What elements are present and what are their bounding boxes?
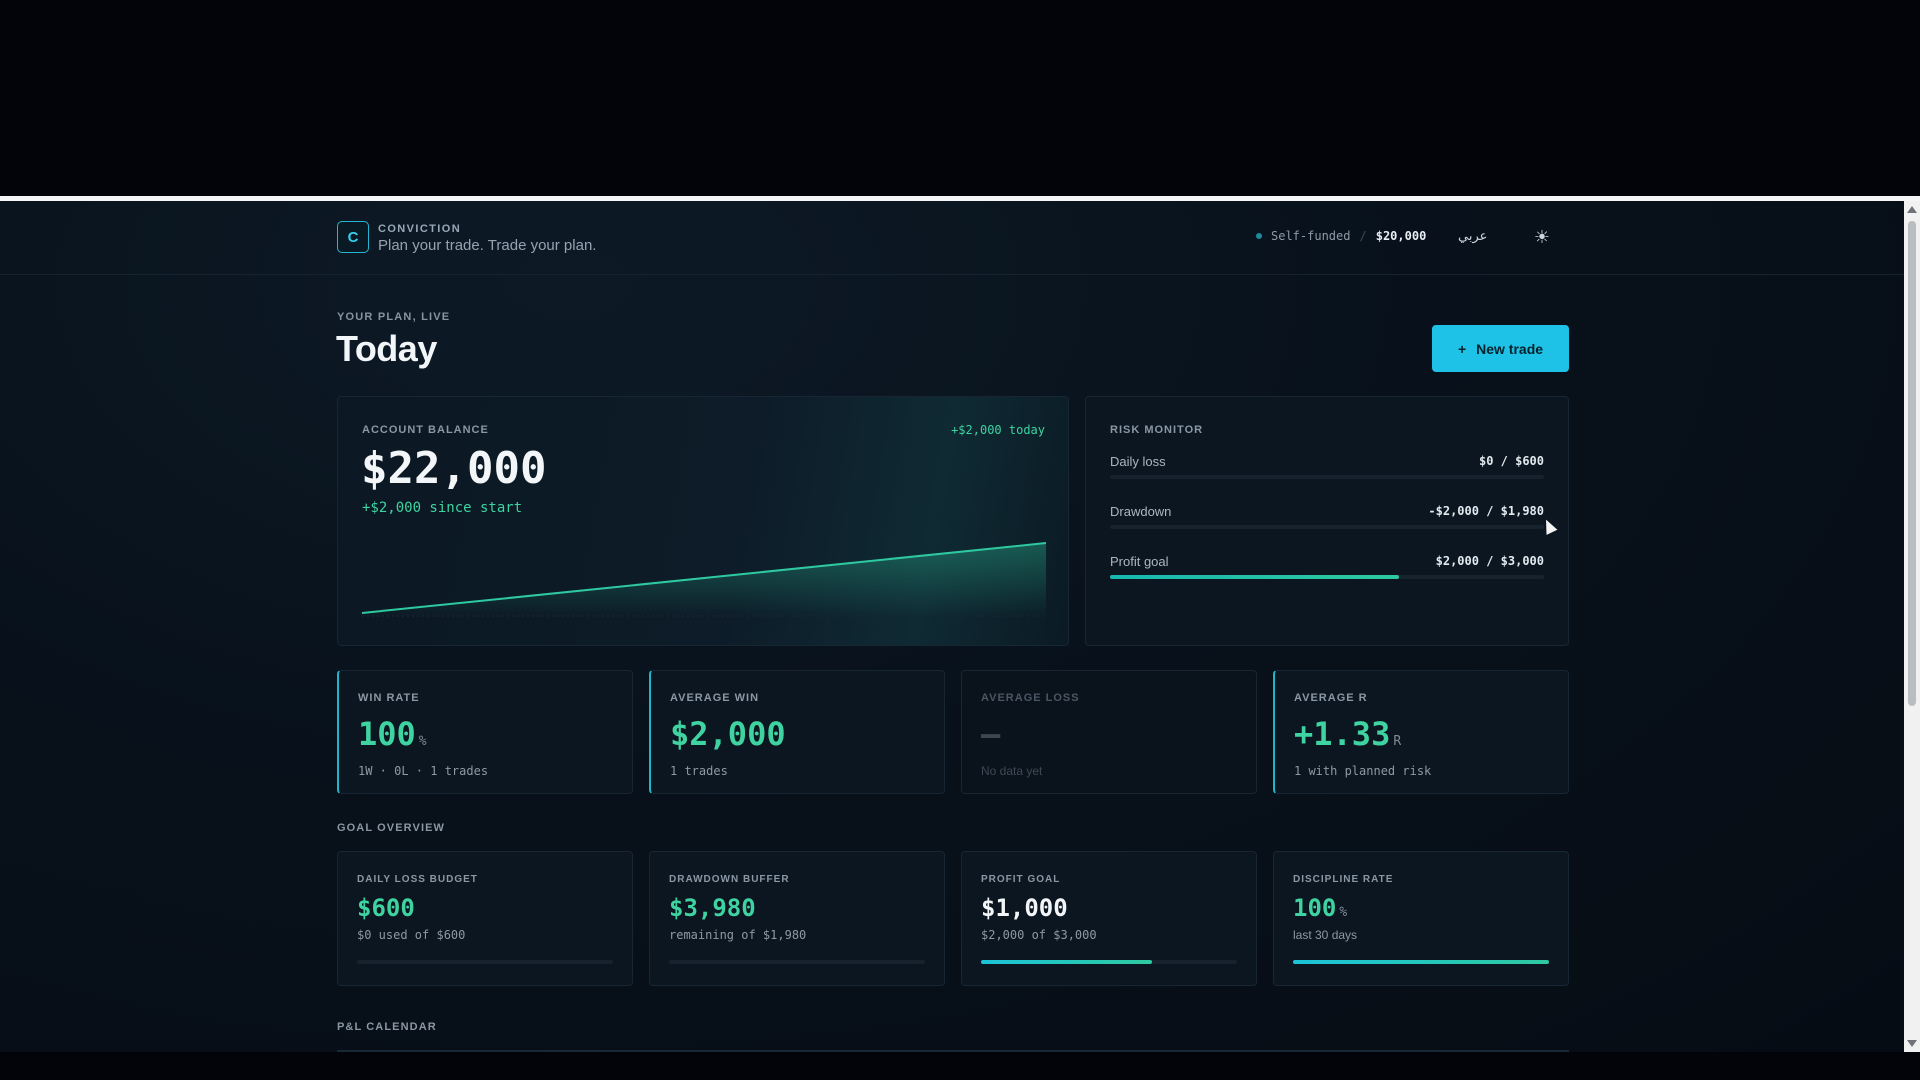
language-toggle[interactable]: عربي xyxy=(1458,228,1488,243)
page-eyebrow: YOUR PLAN, LIVE xyxy=(337,311,451,323)
pnl-calendar-label: P&L CALENDAR xyxy=(337,1021,437,1033)
status-dot-icon xyxy=(1256,233,1262,239)
balance-chart xyxy=(362,542,1046,617)
stat-card-average-loss: AVERAGE LOSS — No data yet xyxy=(961,670,1257,794)
screen-bottom-band xyxy=(0,1052,1920,1080)
risk-row-name: Drawdown xyxy=(1110,504,1172,519)
goal-label: DISCIPLINE RATE xyxy=(1293,874,1394,885)
goal-progress-fill xyxy=(1293,960,1549,964)
goal-sub: last 30 days xyxy=(1293,928,1358,942)
goal-sub: remaining of $1,980 xyxy=(669,928,807,942)
risk-progress-fill xyxy=(1110,575,1400,579)
goal-card-profit-goal: PROFIT GOAL $1,000 $2,000 of $3,000 xyxy=(961,851,1257,986)
goal-overview-label: GOAL OVERVIEW xyxy=(337,822,446,834)
stat-number: 100 xyxy=(358,715,416,753)
goal-label: DRAWDOWN BUFFER xyxy=(669,874,790,885)
stat-card-average-win: AVERAGE WIN $2,000 1 trades xyxy=(649,670,945,794)
vertical-scrollbar[interactable] xyxy=(1904,201,1920,1052)
stat-label: AVERAGE LOSS xyxy=(981,692,1080,704)
screen-top-band xyxy=(0,0,1920,196)
account-indicator[interactable]: Self-funded / $20,000 xyxy=(1256,229,1426,243)
risk-row-name: Daily loss xyxy=(1110,454,1166,469)
risk-progress-track xyxy=(1110,525,1544,529)
risk-monitor-card: RISK MONITOR Daily loss $0 / $600 Drawdo… xyxy=(1085,396,1569,646)
goal-card-discipline-rate: DISCIPLINE RATE 100% last 30 days xyxy=(1273,851,1569,986)
goal-sub: $2,000 of $3,000 xyxy=(981,928,1097,942)
goal-progress-track xyxy=(981,960,1237,964)
account-size: $20,000 xyxy=(1375,229,1427,243)
goal-progress-fill xyxy=(981,960,1152,964)
account-balance-card: ACCOUNT BALANCE +$2,000 today $22,000 +$… xyxy=(337,396,1069,646)
stat-sub: 1W · 0L · 1 trades xyxy=(358,764,489,778)
brand-name: CONVICTION xyxy=(378,223,462,235)
goal-unit: % xyxy=(1339,905,1348,920)
stat-value: +1.33 R xyxy=(1294,715,1401,753)
stat-sub: 1 trades xyxy=(670,764,728,778)
page-title: Today xyxy=(336,328,437,369)
stat-sub: No data yet xyxy=(981,764,1043,778)
logo-icon[interactable]: C xyxy=(337,221,369,253)
risk-row-value: $0 / $600 xyxy=(1478,454,1544,468)
goal-label: DAILY LOSS BUDGET xyxy=(357,874,478,885)
balance-today-change: +$2,000 today xyxy=(951,423,1045,437)
new-trade-button[interactable]: + New trade xyxy=(1432,325,1569,372)
risk-progress-track xyxy=(1110,575,1544,579)
scrollbar-thumb[interactable] xyxy=(1908,221,1916,706)
risk-row-name: Profit goal xyxy=(1110,554,1169,569)
balance-line xyxy=(362,542,1046,614)
account-separator: / xyxy=(1359,229,1367,243)
balance-since-start: +$2,000 since start xyxy=(362,500,523,516)
stat-unit: % xyxy=(418,734,427,749)
goal-number: 100 xyxy=(1293,894,1337,922)
plus-icon: + xyxy=(1457,340,1467,357)
stat-card-win-rate: WIN RATE 100% 1W · 0L · 1 trades xyxy=(337,670,633,794)
goal-sub: $0 used of $600 xyxy=(357,928,466,942)
risk-row-value: -$2,000 / $1,980 xyxy=(1428,504,1544,518)
app-viewport: C CONVICTION Plan your trade. Trade your… xyxy=(0,201,1904,1052)
balance-value: $22,000 xyxy=(361,443,547,494)
account-mode: Self-funded xyxy=(1271,229,1351,243)
goal-value: $3,980 xyxy=(669,894,756,922)
stat-value: — xyxy=(981,715,1000,753)
app-header: C CONVICTION Plan your trade. Trade your… xyxy=(0,201,1904,275)
risk-monitor-label: RISK MONITOR xyxy=(1110,424,1204,436)
stat-value: 100% xyxy=(358,715,427,753)
goal-card-daily-loss-budget: DAILY LOSS BUDGET $600 $0 used of $600 xyxy=(337,851,633,986)
balance-label: ACCOUNT BALANCE xyxy=(362,424,489,436)
goal-progress-track xyxy=(1293,960,1549,964)
window-top-edge xyxy=(0,196,1920,201)
goal-value: $1,000 xyxy=(981,894,1068,922)
stat-value: $2,000 xyxy=(670,715,786,753)
stat-sub: 1 with planned risk xyxy=(1294,764,1432,778)
stat-label: WIN RATE xyxy=(358,692,420,704)
stat-number: — xyxy=(981,715,1001,753)
sun-icon[interactable]: ☀ xyxy=(1533,227,1551,247)
stat-number: $2,000 xyxy=(670,715,786,753)
scroll-down-arrow-icon[interactable] xyxy=(1907,1040,1917,1047)
risk-row-value: $2,000 / $3,000 xyxy=(1435,554,1544,568)
stat-label: AVERAGE R xyxy=(1294,692,1368,704)
goal-label: PROFIT GOAL xyxy=(981,874,1061,885)
stat-unit: R xyxy=(1393,734,1402,749)
risk-progress-track xyxy=(1110,475,1544,479)
stat-number: +1.33 xyxy=(1294,715,1391,753)
brand-tagline: Plan your trade. Trade your plan. xyxy=(378,237,597,254)
stat-card-average-r: AVERAGE R +1.33 R 1 with planned risk xyxy=(1273,670,1569,794)
new-trade-label: New trade xyxy=(1476,340,1544,357)
goal-value: $600 xyxy=(357,894,415,922)
stat-label: AVERAGE WIN xyxy=(670,692,760,704)
goal-card-drawdown-buffer: DRAWDOWN BUFFER $3,980 remaining of $1,9… xyxy=(649,851,945,986)
pnl-calendar-top-border xyxy=(337,1050,1569,1052)
goal-progress-track xyxy=(357,960,613,964)
goal-value: 100% xyxy=(1293,894,1347,922)
scroll-up-arrow-icon[interactable] xyxy=(1907,206,1917,213)
goal-progress-track xyxy=(669,960,925,964)
